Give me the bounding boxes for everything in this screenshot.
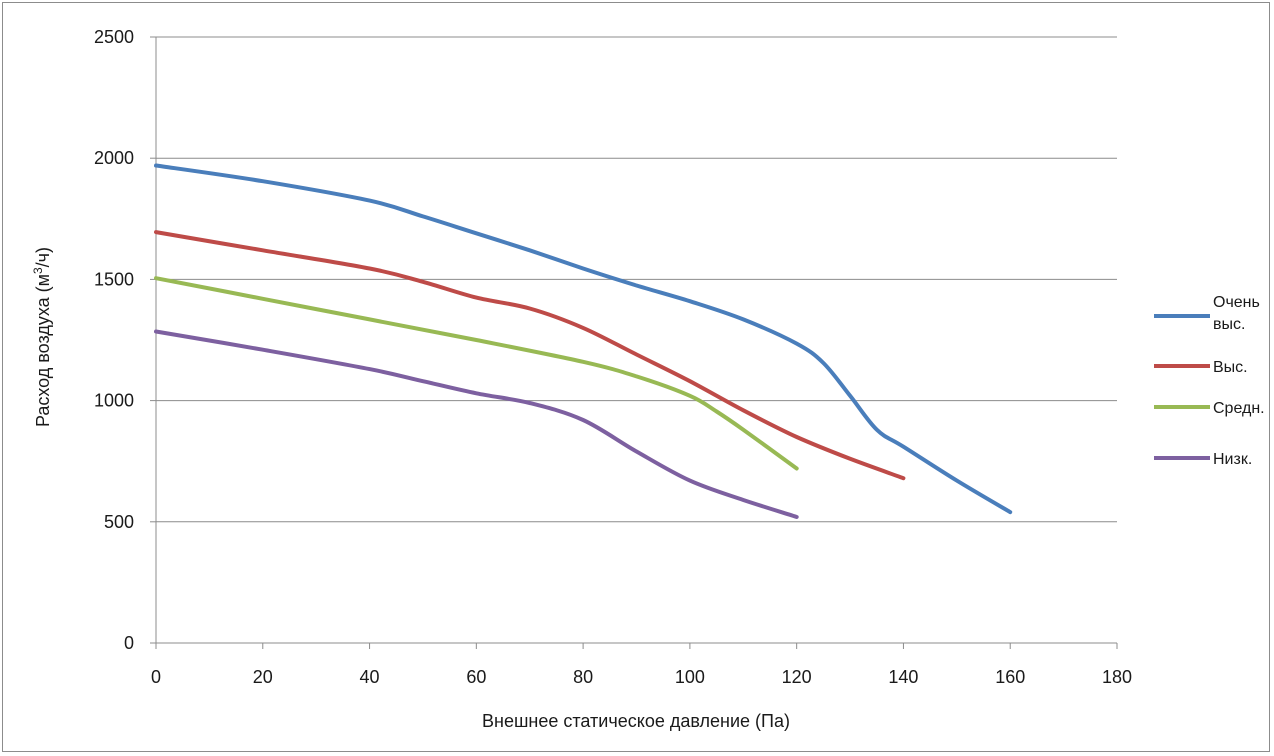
axes — [150, 36, 1118, 649]
y-tick-label-2000: 2000 — [94, 148, 134, 168]
series-line-1 — [154, 230, 906, 481]
x-tick-label-100: 100 — [675, 667, 705, 687]
legend-label-1-0: Выс. — [1213, 359, 1248, 376]
y-tick-label-1500: 1500 — [94, 269, 134, 289]
legend-entry-0: Очень выс. — [1154, 294, 1260, 333]
y-axis-title-main: Расход воздуха (м — [33, 274, 53, 427]
x-tick-label-40: 40 — [360, 667, 380, 687]
series-line-0 — [154, 163, 1013, 515]
legend-label-2-0: Средн. — [1213, 400, 1265, 417]
legend-entry-1: Выс. — [1154, 359, 1248, 376]
legend-label-3-0: Низк. — [1213, 451, 1252, 468]
x-tick-label-180: 180 — [1102, 667, 1132, 687]
x-tick-label-60: 60 — [466, 667, 486, 687]
x-tick-label-160: 160 — [995, 667, 1025, 687]
legend-label-0-0: Очень — [1213, 294, 1260, 311]
legend-entry-2: Средн. — [1154, 400, 1265, 417]
x-axis-title: Внешнее статическое давление (Па) — [482, 711, 790, 731]
x-tick-label-140: 140 — [888, 667, 918, 687]
series-lines — [154, 163, 1013, 519]
x-tick-label-0: 0 — [151, 667, 161, 687]
legend-entry-3: Низк. — [1154, 451, 1252, 468]
y-axis-title-sup: 3 — [31, 267, 45, 274]
legend-label-0-1: выс. — [1213, 316, 1245, 333]
y-tick-labels: 0 500 1000 1500 2000 2500 — [94, 27, 134, 653]
x-tick-label-80: 80 — [573, 667, 593, 687]
y-tick-label-1000: 1000 — [94, 391, 134, 411]
x-tick-labels: 0 20 40 60 80 100 120 140 160 180 — [151, 667, 1132, 687]
series-line-2 — [154, 276, 799, 471]
y-tick-label-0: 0 — [124, 633, 134, 653]
y-tick-label-500: 500 — [104, 512, 134, 532]
grid-lines — [156, 36, 1117, 523]
y-axis-title: Расход воздуха (м3/ч) — [31, 247, 53, 427]
y-axis-title-tail: /ч) — [33, 247, 53, 267]
y-tick-label-2500: 2500 — [94, 27, 134, 47]
series-line-3 — [154, 329, 799, 519]
legend: Очень выс. Выс. Средн. Низк. — [1154, 294, 1265, 468]
x-tick-label-20: 20 — [253, 667, 273, 687]
x-tick-label-120: 120 — [782, 667, 812, 687]
